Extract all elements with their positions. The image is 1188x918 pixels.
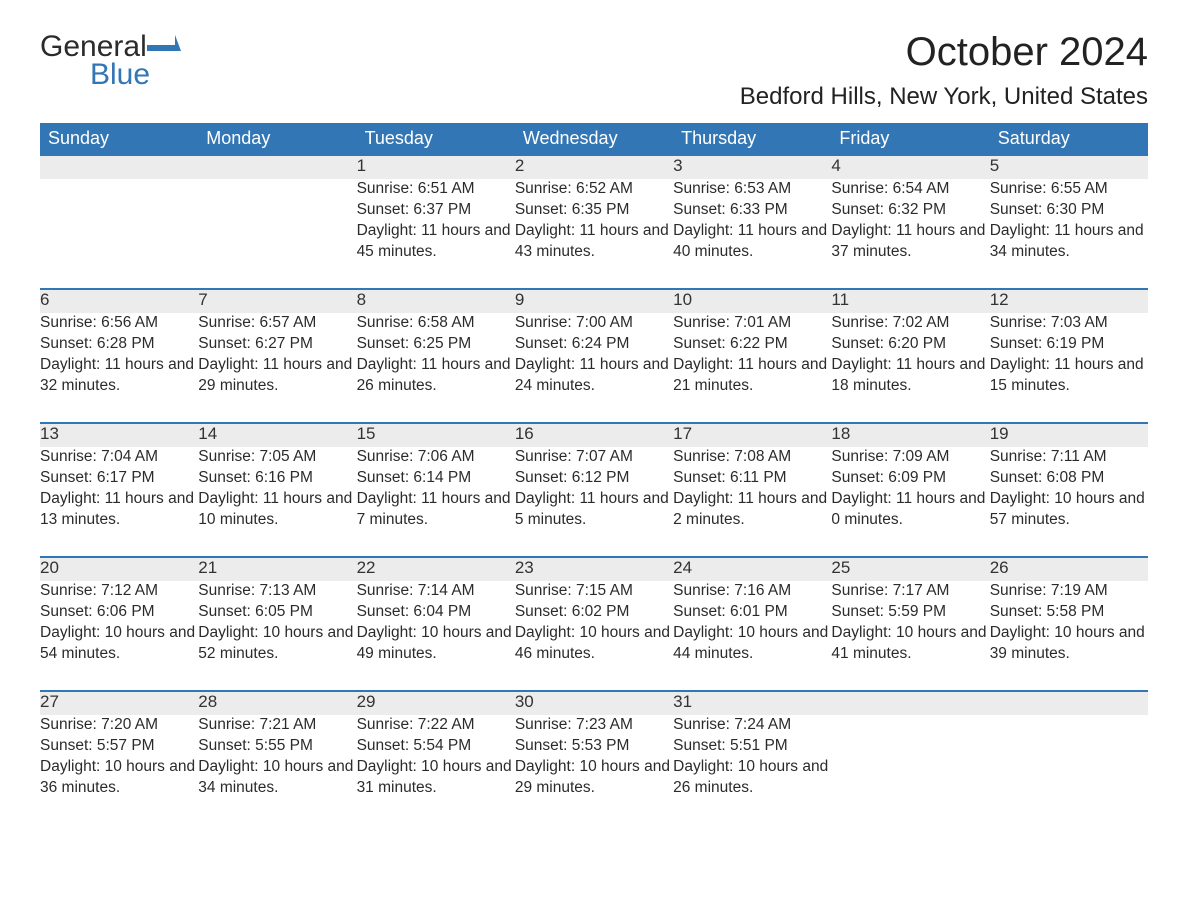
day-cell: Sunrise: 7:16 AMSunset: 6:01 PMDaylight:… [673, 581, 831, 691]
week-body-row: Sunrise: 6:51 AMSunset: 6:37 PMDaylight:… [40, 179, 1148, 289]
day-cell [990, 715, 1148, 825]
day-cell [40, 179, 198, 289]
day-cell: Sunrise: 7:09 AMSunset: 6:09 PMDaylight:… [831, 447, 989, 557]
week-body-row: Sunrise: 7:20 AMSunset: 5:57 PMDaylight:… [40, 715, 1148, 825]
day-cell: Sunrise: 6:54 AMSunset: 6:32 PMDaylight:… [831, 179, 989, 289]
day-cell: Sunrise: 7:11 AMSunset: 6:08 PMDaylight:… [990, 447, 1148, 557]
day-number: 29 [357, 691, 515, 715]
title-block: October 2024 Bedford Hills, New York, Un… [740, 30, 1148, 111]
day-number: 20 [40, 557, 198, 581]
day-cell: Sunrise: 7:19 AMSunset: 5:58 PMDaylight:… [990, 581, 1148, 691]
day-number: 28 [198, 691, 356, 715]
day-header: Thursday [673, 123, 831, 155]
day-header: Saturday [990, 123, 1148, 155]
day-cell: Sunrise: 7:02 AMSunset: 6:20 PMDaylight:… [831, 313, 989, 423]
week-daynum-row: 13 14 15 16 17 18 19 [40, 423, 1148, 447]
day-number: 6 [40, 289, 198, 313]
day-number: 15 [357, 423, 515, 447]
day-number: 1 [357, 155, 515, 179]
day-number: 16 [515, 423, 673, 447]
day-number: 31 [673, 691, 831, 715]
day-number: 3 [673, 155, 831, 179]
day-cell: Sunrise: 7:23 AMSunset: 5:53 PMDaylight:… [515, 715, 673, 825]
brand-word-2: Blue [90, 58, 181, 92]
day-cell: Sunrise: 7:13 AMSunset: 6:05 PMDaylight:… [198, 581, 356, 691]
day-cell: Sunrise: 7:15 AMSunset: 6:02 PMDaylight:… [515, 581, 673, 691]
day-number: 30 [515, 691, 673, 715]
day-header: Wednesday [515, 123, 673, 155]
day-cell: Sunrise: 7:22 AMSunset: 5:54 PMDaylight:… [357, 715, 515, 825]
day-number: 8 [357, 289, 515, 313]
day-cell: Sunrise: 7:20 AMSunset: 5:57 PMDaylight:… [40, 715, 198, 825]
day-number: 21 [198, 557, 356, 581]
day-number: 19 [990, 423, 1148, 447]
day-number: 17 [673, 423, 831, 447]
week-daynum-row: 20 21 22 23 24 25 26 [40, 557, 1148, 581]
day-number [40, 155, 198, 179]
day-cell: Sunrise: 7:24 AMSunset: 5:51 PMDaylight:… [673, 715, 831, 825]
day-header: Tuesday [357, 123, 515, 155]
day-number: 24 [673, 557, 831, 581]
day-cell [198, 179, 356, 289]
day-number [831, 691, 989, 715]
day-cell: Sunrise: 7:05 AMSunset: 6:16 PMDaylight:… [198, 447, 356, 557]
day-number: 23 [515, 557, 673, 581]
day-cell: Sunrise: 7:00 AMSunset: 6:24 PMDaylight:… [515, 313, 673, 423]
day-cell: Sunrise: 7:04 AMSunset: 6:17 PMDaylight:… [40, 447, 198, 557]
day-header: Monday [198, 123, 356, 155]
day-number [990, 691, 1148, 715]
week-body-row: Sunrise: 7:12 AMSunset: 6:06 PMDaylight:… [40, 581, 1148, 691]
day-number: 5 [990, 155, 1148, 179]
day-number: 26 [990, 557, 1148, 581]
day-cell: Sunrise: 7:21 AMSunset: 5:55 PMDaylight:… [198, 715, 356, 825]
day-cell: Sunrise: 6:51 AMSunset: 6:37 PMDaylight:… [357, 179, 515, 289]
logo-flag-icon [147, 35, 181, 60]
day-header: Sunday [40, 123, 198, 155]
day-cell: Sunrise: 7:01 AMSunset: 6:22 PMDaylight:… [673, 313, 831, 423]
day-number: 14 [198, 423, 356, 447]
day-cell: Sunrise: 7:14 AMSunset: 6:04 PMDaylight:… [357, 581, 515, 691]
page-header: General Blue October 2024 Bedford Hills,… [40, 30, 1148, 111]
day-cell: Sunrise: 6:58 AMSunset: 6:25 PMDaylight:… [357, 313, 515, 423]
page-title: October 2024 [740, 30, 1148, 75]
calendar-table: Sunday Monday Tuesday Wednesday Thursday… [40, 123, 1148, 825]
day-cell: Sunrise: 6:55 AMSunset: 6:30 PMDaylight:… [990, 179, 1148, 289]
day-header: Friday [831, 123, 989, 155]
day-cell: Sunrise: 7:12 AMSunset: 6:06 PMDaylight:… [40, 581, 198, 691]
calendar-body: 1 2 3 4 5 Sunrise: 6:51 AMSunset: 6:37 P… [40, 155, 1148, 825]
day-number: 4 [831, 155, 989, 179]
day-number: 22 [357, 557, 515, 581]
day-number: 12 [990, 289, 1148, 313]
day-number: 18 [831, 423, 989, 447]
day-number: 13 [40, 423, 198, 447]
week-daynum-row: 27 28 29 30 31 [40, 691, 1148, 715]
day-cell [831, 715, 989, 825]
day-cell: Sunrise: 7:06 AMSunset: 6:14 PMDaylight:… [357, 447, 515, 557]
day-cell: Sunrise: 6:57 AMSunset: 6:27 PMDaylight:… [198, 313, 356, 423]
week-body-row: Sunrise: 6:56 AMSunset: 6:28 PMDaylight:… [40, 313, 1148, 423]
day-header-row: Sunday Monday Tuesday Wednesday Thursday… [40, 123, 1148, 155]
day-cell: Sunrise: 7:07 AMSunset: 6:12 PMDaylight:… [515, 447, 673, 557]
day-cell: Sunrise: 6:56 AMSunset: 6:28 PMDaylight:… [40, 313, 198, 423]
day-cell: Sunrise: 7:17 AMSunset: 5:59 PMDaylight:… [831, 581, 989, 691]
week-daynum-row: 1 2 3 4 5 [40, 155, 1148, 179]
page-subtitle: Bedford Hills, New York, United States [740, 83, 1148, 111]
brand-logo: General Blue [40, 30, 181, 92]
day-number: 10 [673, 289, 831, 313]
day-cell: Sunrise: 6:53 AMSunset: 6:33 PMDaylight:… [673, 179, 831, 289]
day-number: 11 [831, 289, 989, 313]
day-number: 7 [198, 289, 356, 313]
day-cell: Sunrise: 7:03 AMSunset: 6:19 PMDaylight:… [990, 313, 1148, 423]
day-number: 9 [515, 289, 673, 313]
day-cell: Sunrise: 6:52 AMSunset: 6:35 PMDaylight:… [515, 179, 673, 289]
day-cell: Sunrise: 7:08 AMSunset: 6:11 PMDaylight:… [673, 447, 831, 557]
day-number: 27 [40, 691, 198, 715]
week-body-row: Sunrise: 7:04 AMSunset: 6:17 PMDaylight:… [40, 447, 1148, 557]
day-number: 25 [831, 557, 989, 581]
week-daynum-row: 6 7 8 9 10 11 12 [40, 289, 1148, 313]
day-number [198, 155, 356, 179]
day-number: 2 [515, 155, 673, 179]
